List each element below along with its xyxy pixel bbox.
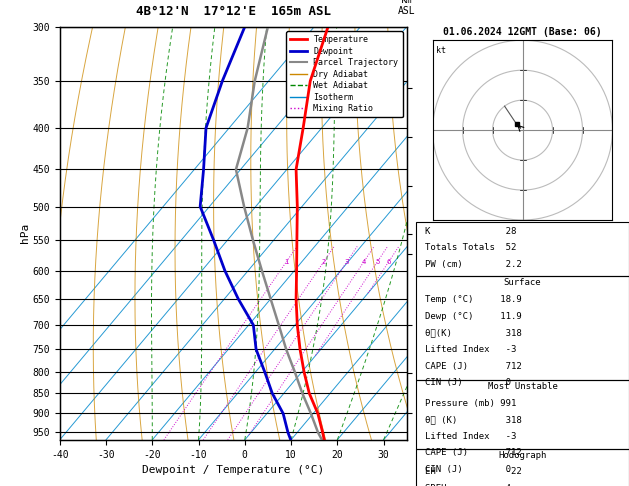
Text: CIN (J)        0: CIN (J) 0 [425, 465, 511, 474]
Text: 4B°12'N  17°12'E  165m ASL: 4B°12'N 17°12'E 165m ASL [136, 5, 331, 18]
Y-axis label: Mixing Ratio (g/kg): Mixing Ratio (g/kg) [441, 177, 451, 289]
Text: 2: 2 [321, 259, 326, 265]
Legend: Temperature, Dewpoint, Parcel Trajectory, Dry Adiabat, Wet Adiabat, Isotherm, Mi: Temperature, Dewpoint, Parcel Trajectory… [286, 31, 403, 117]
Bar [416, 276, 629, 380]
Text: Lifted Index   -3: Lifted Index -3 [425, 432, 516, 441]
Text: SREH           4: SREH 4 [425, 484, 511, 486]
Text: km
ASL: km ASL [398, 0, 416, 17]
Text: Totals Totals  52: Totals Totals 52 [425, 243, 516, 252]
Text: Hodograph: Hodograph [498, 451, 547, 460]
Text: 4: 4 [362, 259, 366, 265]
Text: Dewp (°C)     11.9: Dewp (°C) 11.9 [425, 312, 521, 321]
Text: θᴀ(K)          318: θᴀ(K) 318 [425, 329, 521, 337]
Text: Pressure (mb) 991: Pressure (mb) 991 [425, 399, 516, 407]
Text: EH             -22: EH -22 [425, 468, 521, 476]
Text: Most Unstable: Most Unstable [487, 382, 557, 391]
Bar [416, 449, 629, 486]
Text: CIN (J)        0: CIN (J) 0 [425, 378, 511, 387]
Y-axis label: hPa: hPa [19, 223, 30, 243]
Text: 3: 3 [345, 259, 349, 265]
Text: kt: kt [437, 46, 446, 54]
Text: Temp (°C)     18.9: Temp (°C) 18.9 [425, 295, 521, 304]
Text: CAPE (J)       712: CAPE (J) 712 [425, 449, 521, 457]
Text: 5: 5 [375, 259, 379, 265]
Text: Lifted Index   -3: Lifted Index -3 [425, 345, 516, 354]
Text: Surface: Surface [504, 278, 542, 288]
Text: PW (cm)        2.2: PW (cm) 2.2 [425, 260, 521, 269]
Text: CAPE (J)       712: CAPE (J) 712 [425, 362, 521, 371]
Text: K              28: K 28 [425, 227, 516, 236]
Text: 1: 1 [284, 259, 289, 265]
X-axis label: Dewpoint / Temperature (°C): Dewpoint / Temperature (°C) [142, 465, 325, 475]
Bar [416, 222, 629, 276]
Text: 6: 6 [386, 259, 391, 265]
Text: 01.06.2024 12GMT (Base: 06): 01.06.2024 12GMT (Base: 06) [443, 27, 602, 37]
Bar [416, 380, 629, 449]
Text: θᴀ (K)         318: θᴀ (K) 318 [425, 415, 521, 424]
